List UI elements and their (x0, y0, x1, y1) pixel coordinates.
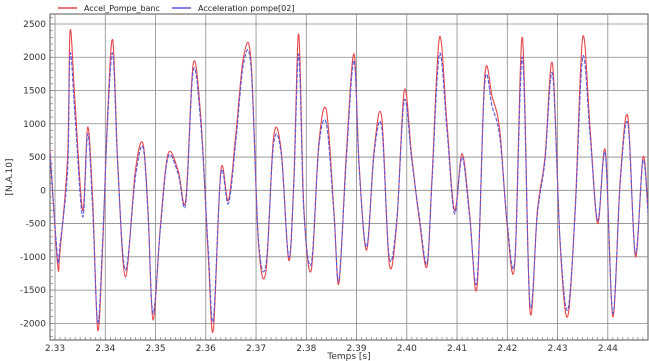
y-tick-label: -1000 (20, 253, 46, 263)
x-tick-labels: 2.33 2.34 2.35 2.36 2.37 2.38 2.39 2.40 2.41 2.42… (45, 344, 618, 354)
x-tick-label: 2.42 (497, 344, 517, 354)
x-tick-label: 2.41 (447, 344, 467, 354)
x-tick-label: 2.34 (95, 344, 115, 354)
y-tick-label: 0 (40, 186, 46, 196)
x-tick-label: 2.37 (246, 344, 266, 354)
x-tick-label: 2.44 (598, 344, 618, 354)
series-line-acceleration-pompe-02 (50, 49, 648, 324)
x-tick-label: 2.35 (146, 344, 166, 354)
legend: Accel_Pompe_banc Acceleration pompe[02] (58, 4, 294, 13)
plot-area (49, 13, 649, 341)
y-tick-label: 500 (29, 153, 46, 163)
x-axis-label: Temps [s] (326, 352, 370, 361)
grid-lines (50, 14, 648, 340)
y-tick-label: 1000 (23, 120, 46, 130)
y-tick-label: -500 (26, 220, 47, 230)
legend-label-accel-pompe-banc: Accel_Pompe_banc (84, 4, 160, 13)
x-tick-label: 2.33 (45, 344, 65, 354)
legend-label-acceleration-pompe: Acceleration pompe[02] (198, 4, 294, 13)
x-tick-label: 2.38 (296, 344, 316, 354)
x-tick-label: 2.36 (196, 344, 216, 354)
x-tick-label: 2.43 (548, 344, 568, 354)
y-tick-labels: 2500 2000 1500 1000 500 0 -500 -1000 -1500 -2000 (20, 20, 46, 329)
minor-ticks (49, 17, 649, 340)
y-tick-label: -1500 (20, 286, 46, 296)
series-layer (50, 29, 648, 333)
x-tick-label: 2.40 (397, 344, 417, 354)
y-tick-label: 2500 (23, 20, 46, 30)
y-tick-label: -2000 (20, 319, 46, 329)
y-axis-label: [N.A.10] (5, 159, 15, 196)
y-tick-label: 1500 (23, 87, 46, 97)
y-tick-label: 2000 (23, 53, 46, 63)
x-tick-label: 2.39 (347, 344, 367, 354)
